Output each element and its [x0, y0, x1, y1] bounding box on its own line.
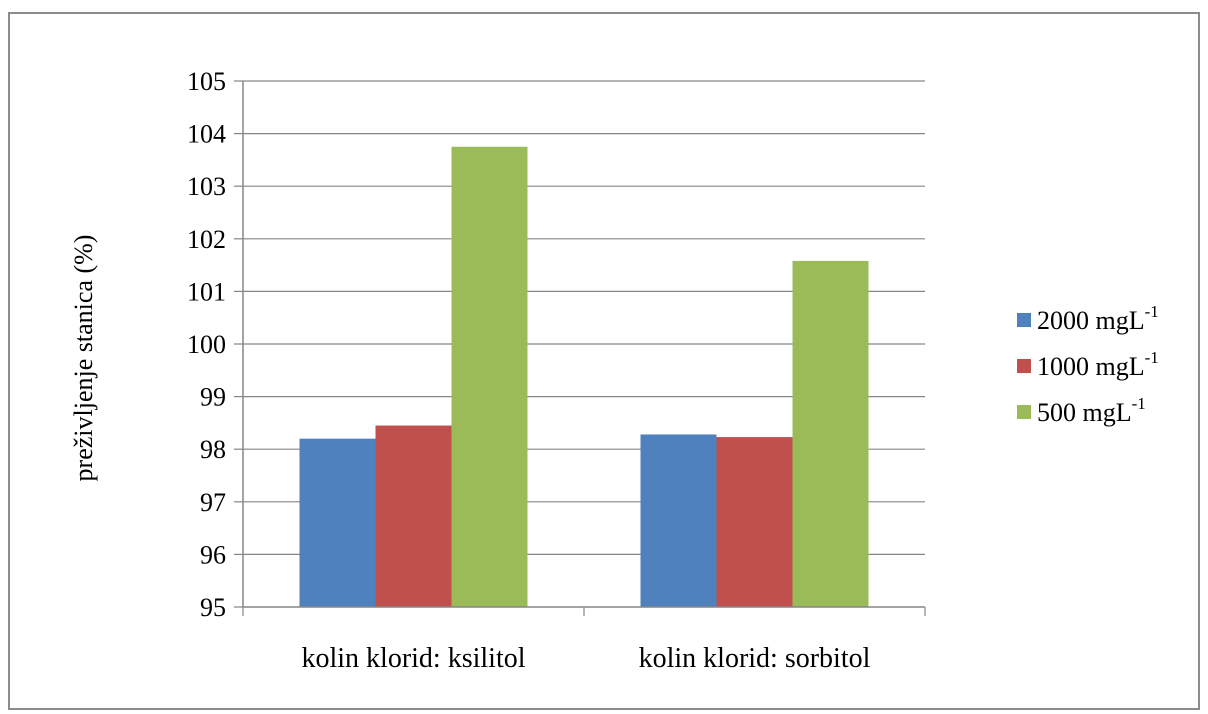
y-tick-label: 102	[187, 225, 226, 254]
y-tick-label: 99	[200, 383, 226, 412]
y-tick-label: 105	[187, 67, 226, 96]
legend-swatch	[1017, 313, 1031, 327]
legend-label-text: 2000 mgL	[1037, 306, 1145, 335]
legend-label-superscript: -1	[1145, 348, 1159, 367]
legend-label: 500 mgL-1	[1037, 394, 1146, 427]
legend-label: 1000 mgL-1	[1037, 348, 1159, 381]
x-category-label: kolin klorid: sorbitol	[639, 643, 871, 674]
y-tick-label: 101	[187, 277, 226, 306]
y-tick-label: 104	[187, 120, 226, 149]
y-tick-label: 97	[200, 488, 226, 517]
chart-frame	[8, 12, 1200, 710]
y-tick-label: 95	[200, 593, 226, 622]
bar	[640, 434, 717, 607]
y-axis-label: preživljenje stanica (%)	[69, 235, 98, 482]
y-tick-label: 100	[187, 330, 226, 359]
legend-label-text: 500 mgL	[1037, 398, 1132, 427]
y-tick-label: 98	[200, 435, 226, 464]
legend-label-superscript: -1	[1145, 302, 1159, 321]
bar	[451, 146, 528, 607]
legend-label: 2000 mgL-1	[1037, 302, 1159, 335]
x-category-label: kolin klorid: ksilitol	[301, 643, 525, 674]
y-tick-label: 103	[187, 172, 226, 201]
legend-label-text: 1000 mgL	[1037, 352, 1145, 381]
x-category-labels: kolin klorid: ksilitol kolin klorid: sorb…	[301, 643, 870, 674]
bar	[792, 260, 869, 607]
legend-swatch	[1017, 405, 1031, 419]
legend-label-superscript: -1	[1132, 394, 1146, 413]
bar	[716, 437, 793, 607]
legend-swatch	[1017, 359, 1031, 373]
bars	[299, 146, 869, 607]
y-tick-label: 96	[200, 540, 226, 569]
bar	[299, 438, 376, 607]
bar	[375, 425, 452, 607]
y-tick-labels: 95 96 97 98 99 100 101 102 103 104 105	[187, 67, 226, 622]
axes	[234, 80, 926, 616]
